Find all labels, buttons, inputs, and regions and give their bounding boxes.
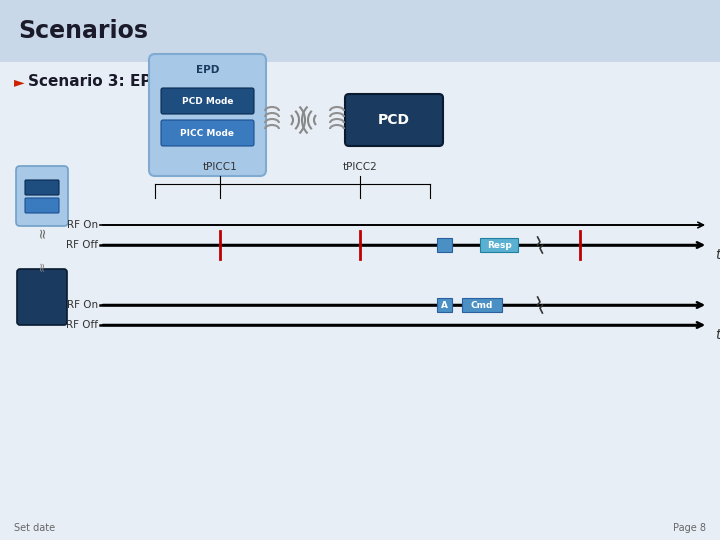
FancyBboxPatch shape [25, 198, 59, 213]
Text: tPICC2: tPICC2 [343, 162, 377, 172]
Text: RF On: RF On [67, 220, 98, 230]
Text: PCD: PCD [378, 113, 410, 127]
Text: Resp: Resp [487, 240, 511, 249]
Text: Page 8: Page 8 [673, 523, 706, 533]
Bar [0, 0, 720, 62]
Text: RF Off: RF Off [66, 320, 98, 330]
Text: Scenarios: Scenarios [18, 19, 148, 43]
Text: RF On: RF On [67, 300, 98, 310]
Text: ►: ► [14, 75, 24, 89]
Text: t: t [715, 328, 720, 342]
FancyBboxPatch shape [345, 94, 443, 146]
Text: Scenario 3: EPD and PCD: Scenario 3: EPD and PCD [28, 75, 241, 90]
FancyBboxPatch shape [161, 88, 254, 114]
Text: tPICC1: tPICC1 [202, 162, 238, 172]
Text: A: A [441, 300, 448, 309]
FancyBboxPatch shape [25, 180, 59, 195]
FancyBboxPatch shape [16, 166, 68, 226]
FancyBboxPatch shape [149, 54, 266, 176]
FancyBboxPatch shape [17, 269, 67, 325]
FancyBboxPatch shape [437, 238, 452, 252]
FancyBboxPatch shape [161, 120, 254, 146]
Text: Set date: Set date [14, 523, 55, 533]
Text: Cmd: Cmd [471, 300, 493, 309]
Text: RF Off: RF Off [66, 240, 98, 250]
Text: PCD Mode: PCD Mode [181, 97, 233, 105]
Text: ≈: ≈ [35, 226, 49, 238]
FancyBboxPatch shape [437, 298, 452, 312]
Text: ≈: ≈ [35, 261, 48, 271]
Text: EPD: EPD [196, 65, 219, 75]
FancyBboxPatch shape [480, 238, 518, 252]
Text: t: t [715, 248, 720, 262]
FancyBboxPatch shape [462, 298, 502, 312]
Text: PICC Mode: PICC Mode [181, 129, 235, 138]
